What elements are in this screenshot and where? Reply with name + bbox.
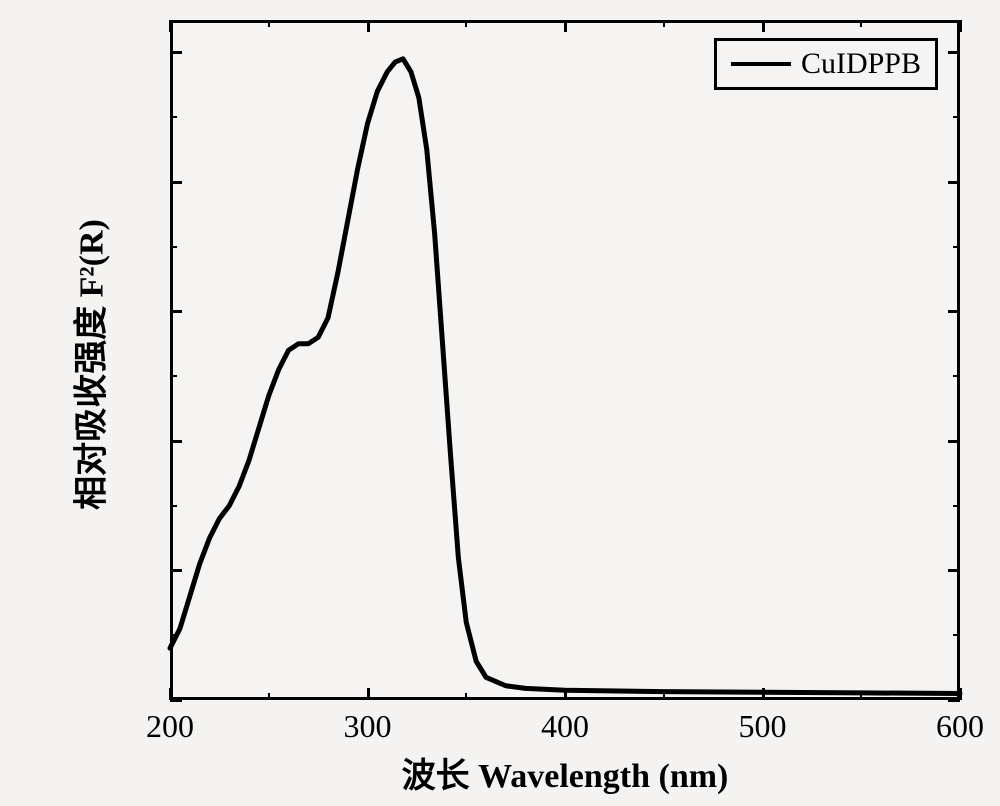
series-line-cuidppb [170,59,960,694]
legend-box: CuIDPPB [714,38,938,90]
legend-line [731,62,791,66]
x-tick-label: 600 [936,708,984,745]
x-axis-label: 波长 Wavelength (nm) [325,748,805,797]
spectrum-chart: 200 300 400 500 600 CuIDPPB 相对吸收强度 F²(R) 波长 … [0,0,1000,806]
curve-svg [0,0,1000,806]
y-axis-label: 相对吸收强度 F²(R) [64,85,113,645]
x-tick-label: 500 [739,708,787,745]
x-tick-label: 300 [344,708,392,745]
x-tick-label: 400 [541,708,589,745]
legend-text: CuIDPPB [801,47,921,81]
x-tick-label: 200 [146,708,194,745]
